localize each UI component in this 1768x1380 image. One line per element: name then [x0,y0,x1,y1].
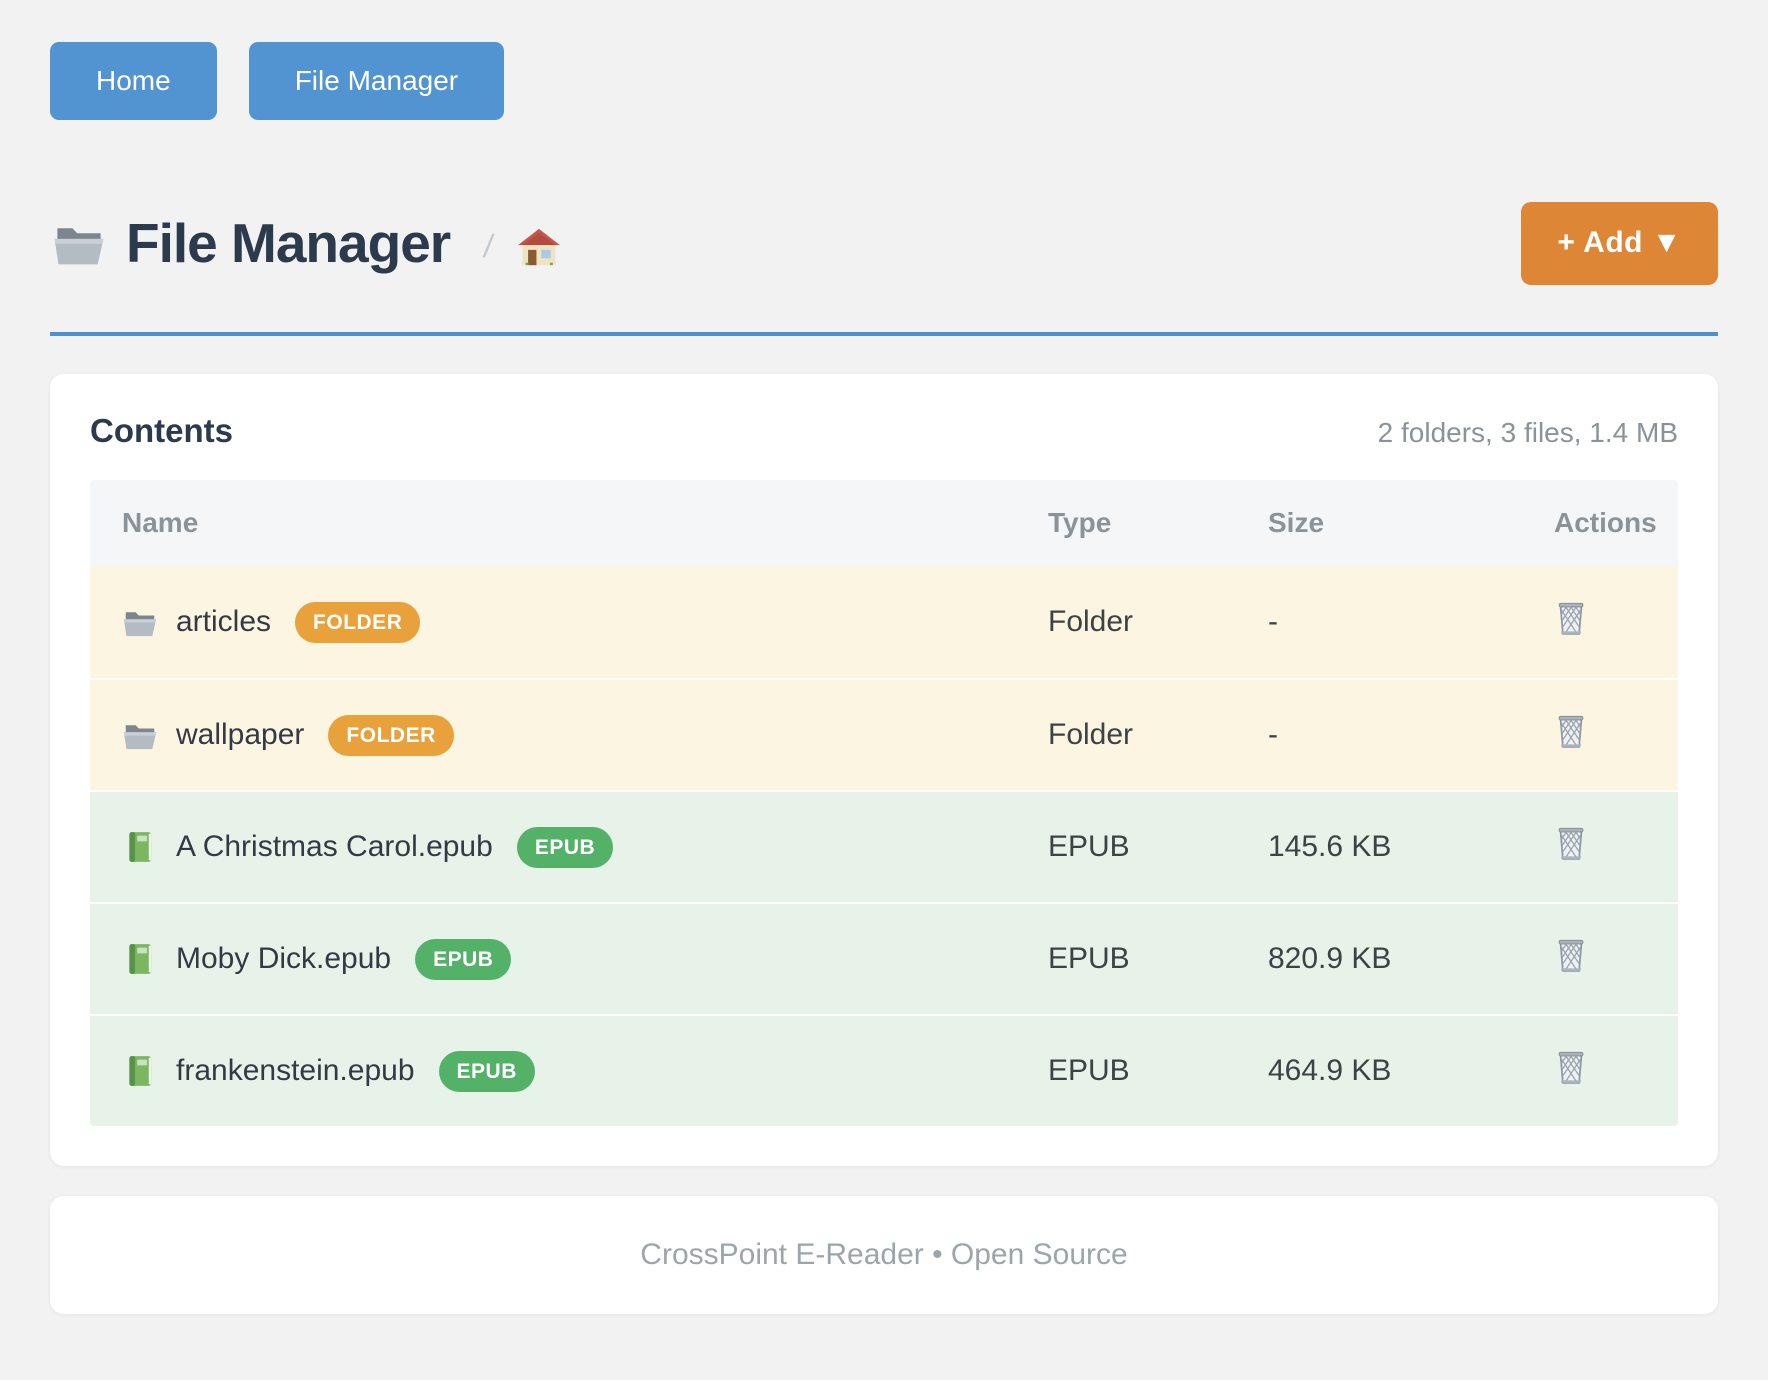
breadcrumb-nav: Home File Manager [50,42,1718,120]
size-cell: 145.6 KB [1268,830,1392,863]
delete-button[interactable] [1554,935,1588,978]
book-icon [122,830,158,864]
delete-button[interactable] [1554,598,1588,641]
column-header-size: Size [1268,507,1325,538]
table-row: frankenstein.epub EPUB EPUB 464.9 KB [90,1014,1678,1126]
title-group: File Manager / [50,211,561,275]
type-badge: FOLDER [295,601,421,643]
type-cell: EPUB [1048,942,1130,975]
size-cell: 464.9 KB [1268,1054,1392,1087]
size-cell: 820.9 KB [1268,942,1392,975]
delete-button[interactable] [1554,711,1588,754]
type-badge: EPUB [516,826,614,868]
file-table: Name Type Size Actions articles FOLDER F… [90,480,1678,1126]
footer: CrossPoint E-Reader • Open Source [50,1196,1718,1314]
folder-icon [50,218,108,268]
breadcrumb-separator: / [481,227,496,264]
folder-icon [122,718,158,752]
trash-icon [1554,935,1588,978]
footer-text: CrossPoint E-Reader • Open Source [640,1238,1128,1271]
column-header-type: Type [1048,507,1112,538]
column-header-name: Name [122,507,199,538]
add-button[interactable]: + Add ▼ [1521,201,1718,285]
type-badge: EPUB [415,938,512,980]
entry-name[interactable]: articles [176,605,272,638]
size-cell: - [1268,605,1278,638]
entry-name[interactable]: A Christmas Carol.epub [176,830,493,863]
table-row: A Christmas Carol.epub EPUB EPUB 145.6 K… [90,790,1678,902]
home-button[interactable]: Home [50,42,217,120]
contents-card: Contents 2 folders, 3 files, 1.4 MB Name… [50,374,1718,1166]
entry-name[interactable]: wallpaper [176,718,305,751]
type-cell: EPUB [1048,1054,1130,1087]
delete-button[interactable] [1554,1047,1588,1090]
book-icon [122,942,158,976]
page-header: File Manager / + Add ▼ [50,198,1718,288]
type-cell: EPUB [1048,830,1130,863]
trash-icon [1554,711,1588,754]
contents-title: Contents [90,412,233,449]
home-icon[interactable] [517,227,561,267]
book-icon [122,1054,158,1088]
trash-icon [1554,823,1588,866]
type-cell: Folder [1048,718,1134,751]
table-row: wallpaper FOLDER Folder - [90,678,1678,790]
entry-name[interactable]: Moby Dick.epub [176,942,392,975]
table-header-row: Name Type Size Actions [90,480,1678,566]
table-row: Moby Dick.epub EPUB EPUB 820.9 KB [90,902,1678,1014]
type-badge: FOLDER [328,714,454,756]
file-manager-button[interactable]: File Manager [248,42,505,120]
type-cell: Folder [1048,605,1134,638]
title-divider [50,332,1718,336]
type-badge: EPUB [438,1050,535,1092]
trash-icon [1554,1047,1588,1090]
page-title: File Manager [126,212,451,274]
table-row: articles FOLDER Folder - [90,566,1678,678]
delete-button[interactable] [1554,823,1588,866]
entry-name[interactable]: frankenstein.epub [176,1054,415,1087]
trash-icon [1554,598,1588,641]
size-cell: - [1268,718,1278,751]
contents-summary: 2 folders, 3 files, 1.4 MB [1377,417,1678,448]
column-header-actions: Actions [1554,507,1657,538]
folder-icon [122,605,158,639]
